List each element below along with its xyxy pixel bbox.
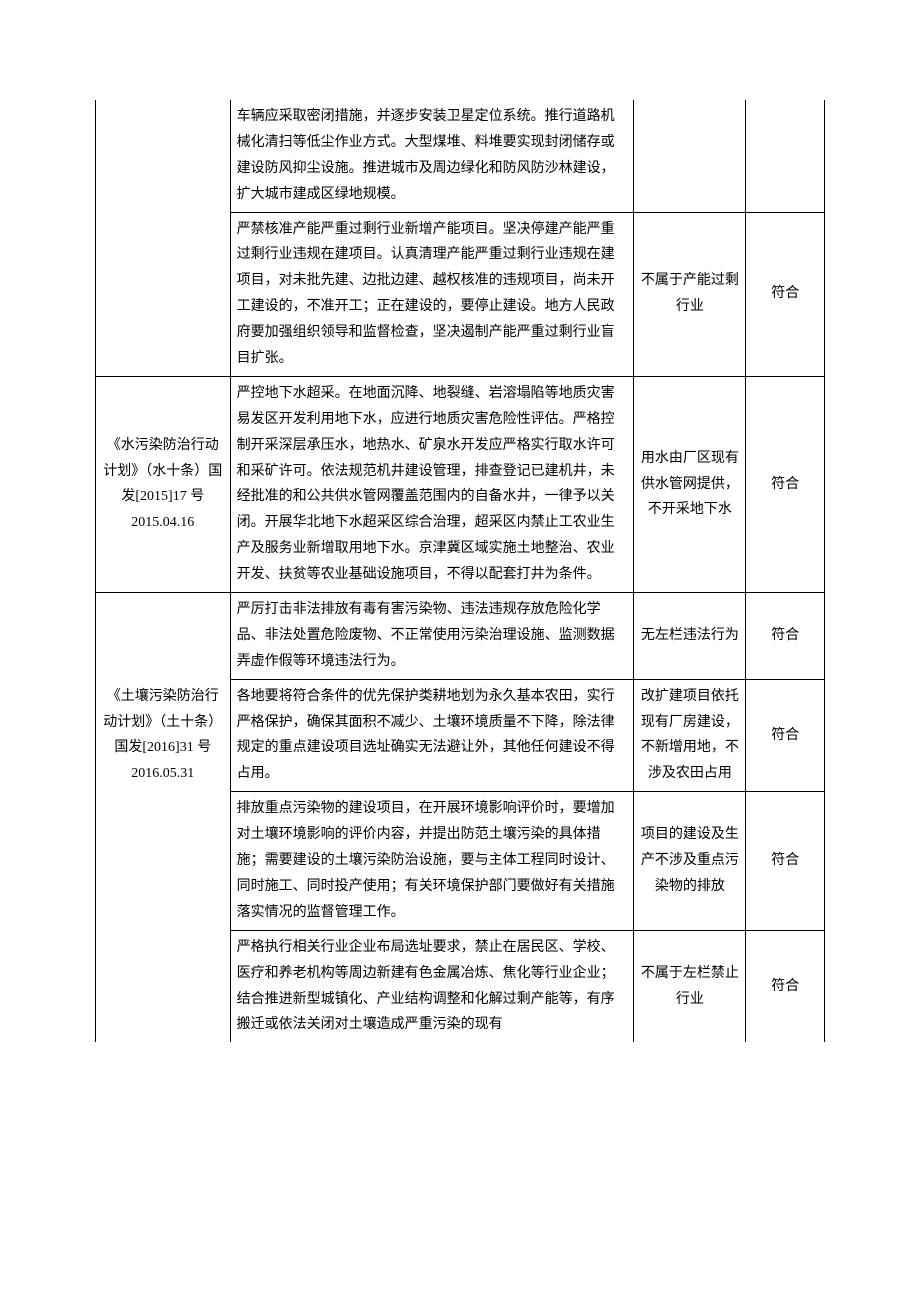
project-status-cell: 改扩建项目依托现有厂房建设，不新增用地，不涉及农田占用 [634, 679, 746, 792]
policy-name-cell [96, 100, 231, 212]
table-row: 排放重点污染物的建设项目，在开展环境影响评价时，要增加对土壤环境影响的评价内容，… [96, 792, 825, 930]
policy-content-cell: 严控地下水超采。在地面沉降、地裂缝、岩溶塌陷等地质灾害易发区开发利用地下水，应进… [230, 376, 634, 592]
project-status-cell: 项目的建设及生产不涉及重点污染物的排放 [634, 792, 746, 930]
table-row: 车辆应采取密闭措施，并逐步安装卫星定位系统。推行道路机械化清扫等低尘作业方式。大… [96, 100, 825, 212]
policy-content-cell: 严禁核准产能严重过剩行业新增产能项目。坚决停建产能严重过剩行业违规在建项目。认真… [230, 212, 634, 376]
compliance-cell: 符合 [746, 376, 825, 592]
policy-name-cell: 《水污染防治行动计划》（水十条）国发[2015]17 号 2015.04.16 [96, 376, 231, 592]
table-row: 严厉打击非法排放有毒有害污染物、违法违规存放危险化学品、非法处置危险废物、不正常… [96, 593, 825, 680]
table-row: 《水污染防治行动计划》（水十条）国发[2015]17 号 2015.04.16严… [96, 376, 825, 592]
compliance-cell: 符合 [746, 212, 825, 376]
project-status-cell: 不属于左栏禁止行业 [634, 930, 746, 1042]
policy-content-cell: 车辆应采取密闭措施，并逐步安装卫星定位系统。推行道路机械化清扫等低尘作业方式。大… [230, 100, 634, 212]
policy-content-cell: 严厉打击非法排放有毒有害污染物、违法违规存放危险化学品、非法处置危险废物、不正常… [230, 593, 634, 680]
policy-content-cell: 严格执行相关行业企业布局选址要求，禁止在居民区、学校、医疗和养老机构等周边新建有… [230, 930, 634, 1042]
project-status-cell [634, 100, 746, 212]
compliance-cell: 符合 [746, 679, 825, 792]
project-status-cell: 不属于产能过剩行业 [634, 212, 746, 376]
table-row: 《土壤污染防治行动计划》（土十条）国发[2016]31 号 2016.05.31… [96, 679, 825, 792]
compliance-cell [746, 100, 825, 212]
compliance-cell: 符合 [746, 930, 825, 1042]
policy-name-cell [96, 930, 231, 1042]
policy-content-cell: 各地要将符合条件的优先保护类耕地划为永久基本农田，实行严格保护，确保其面积不减少… [230, 679, 634, 792]
table-body: 车辆应采取密闭措施，并逐步安装卫星定位系统。推行道路机械化清扫等低尘作业方式。大… [96, 100, 825, 1042]
compliance-cell: 符合 [746, 792, 825, 930]
policy-name-cell [96, 792, 231, 930]
policy-name-cell [96, 593, 231, 680]
project-status-cell: 用水由厂区现有供水管网提供，不开采地下水 [634, 376, 746, 592]
policy-name-cell: 《土壤污染防治行动计划》（土十条）国发[2016]31 号 2016.05.31 [96, 679, 231, 792]
project-status-cell: 无左栏违法行为 [634, 593, 746, 680]
table-row: 严格执行相关行业企业布局选址要求，禁止在居民区、学校、医疗和养老机构等周边新建有… [96, 930, 825, 1042]
table-row: 严禁核准产能严重过剩行业新增产能项目。坚决停建产能严重过剩行业违规在建项目。认真… [96, 212, 825, 376]
policy-compliance-table: 车辆应采取密闭措施，并逐步安装卫星定位系统。推行道路机械化清扫等低尘作业方式。大… [95, 100, 825, 1042]
policy-content-cell: 排放重点污染物的建设项目，在开展环境影响评价时，要增加对土壤环境影响的评价内容，… [230, 792, 634, 930]
policy-name-cell [96, 212, 231, 376]
compliance-cell: 符合 [746, 593, 825, 680]
